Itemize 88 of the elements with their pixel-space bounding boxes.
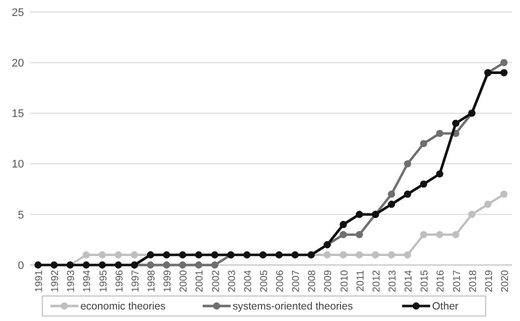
point: [259, 251, 267, 258]
x-tick-label: 2000: [178, 270, 190, 292]
point: [452, 231, 460, 238]
point: [340, 251, 347, 258]
x-tick-label: 1998: [146, 270, 158, 292]
x-tick-label: 2009: [323, 270, 334, 292]
x-tick-label: 2005: [258, 270, 270, 292]
point: [162, 261, 170, 269]
point: [436, 170, 444, 178]
y-tick-label: 10: [12, 158, 24, 171]
point: [292, 251, 299, 258]
point: [340, 220, 347, 228]
point: [420, 140, 428, 148]
point: [340, 231, 347, 238]
point: [484, 200, 492, 208]
point: [500, 69, 508, 76]
point: [436, 130, 444, 138]
point: [388, 251, 396, 258]
y-tick-label: 5: [18, 209, 24, 222]
point: [211, 251, 218, 258]
point: [34, 261, 42, 269]
point: [82, 261, 90, 269]
point: [388, 190, 396, 198]
x-tick-label: 1996: [114, 270, 126, 292]
legend-label: economic theories: [80, 300, 166, 313]
x-tick-label: 2004: [242, 270, 254, 292]
legend-label: systems-oriented theories: [232, 300, 353, 313]
point: [468, 210, 476, 218]
x-tick-label: 2020: [500, 270, 511, 292]
point: [146, 261, 154, 269]
point: [356, 210, 363, 218]
point: [436, 231, 444, 238]
y-tick-label: 0: [18, 260, 24, 272]
x-tick-label: 2010: [339, 270, 350, 292]
point: [275, 251, 283, 258]
x-tick-label: 2017: [452, 270, 463, 292]
point: [404, 251, 412, 258]
x-tick-label: 2018: [468, 270, 479, 292]
point: [179, 251, 186, 258]
point: [211, 261, 218, 269]
point: [82, 251, 90, 258]
x-tick-label: 2001: [194, 270, 206, 292]
point: [195, 251, 202, 258]
x-tick-label: 1995: [98, 270, 110, 292]
legend-label: Other: [432, 300, 459, 313]
x-tick-label: 1991: [34, 270, 46, 292]
point: [195, 261, 202, 269]
point: [356, 251, 363, 258]
x-tick-label: 2015: [420, 270, 431, 292]
y-tick-label: 15: [12, 108, 24, 120]
x-tick-label: 2008: [307, 270, 318, 292]
point: [356, 231, 363, 238]
x-tick-label: 1999: [162, 270, 174, 292]
point: [130, 251, 138, 258]
point: [420, 180, 428, 188]
x-tick-label: 2006: [275, 270, 286, 292]
point: [114, 261, 122, 269]
point: [404, 160, 412, 168]
point: [98, 251, 106, 258]
point: [372, 251, 380, 258]
point: [500, 59, 508, 66]
point: [500, 190, 508, 198]
point: [50, 261, 58, 269]
x-tick-label: 1992: [50, 270, 62, 292]
x-tick-label: 2016: [436, 270, 447, 292]
x-tick-label: 1997: [130, 270, 142, 292]
x-tick-label: 2019: [484, 270, 495, 292]
x-tick-label: 2012: [371, 270, 382, 292]
point: [243, 251, 250, 258]
point: [452, 120, 460, 127]
point: [162, 251, 170, 258]
point: [98, 261, 106, 269]
point: [420, 231, 428, 238]
x-tick-label: 1993: [66, 270, 78, 292]
x-tick-label: 1994: [82, 270, 94, 292]
point: [324, 251, 331, 258]
point: [179, 261, 186, 269]
x-tick-label: 2013: [388, 270, 398, 292]
x-tick-label: 2007: [291, 270, 302, 292]
point: [388, 200, 396, 208]
point: [404, 190, 412, 198]
x-tick-label: 2014: [404, 270, 415, 292]
x-tick-label: 2011: [355, 270, 366, 292]
x-tick-label: 2002: [210, 270, 222, 292]
y-tick-label: 25: [12, 6, 24, 19]
point: [114, 251, 122, 258]
y-tick-label: 20: [12, 57, 24, 70]
x-tick-label: 2003: [226, 270, 238, 292]
